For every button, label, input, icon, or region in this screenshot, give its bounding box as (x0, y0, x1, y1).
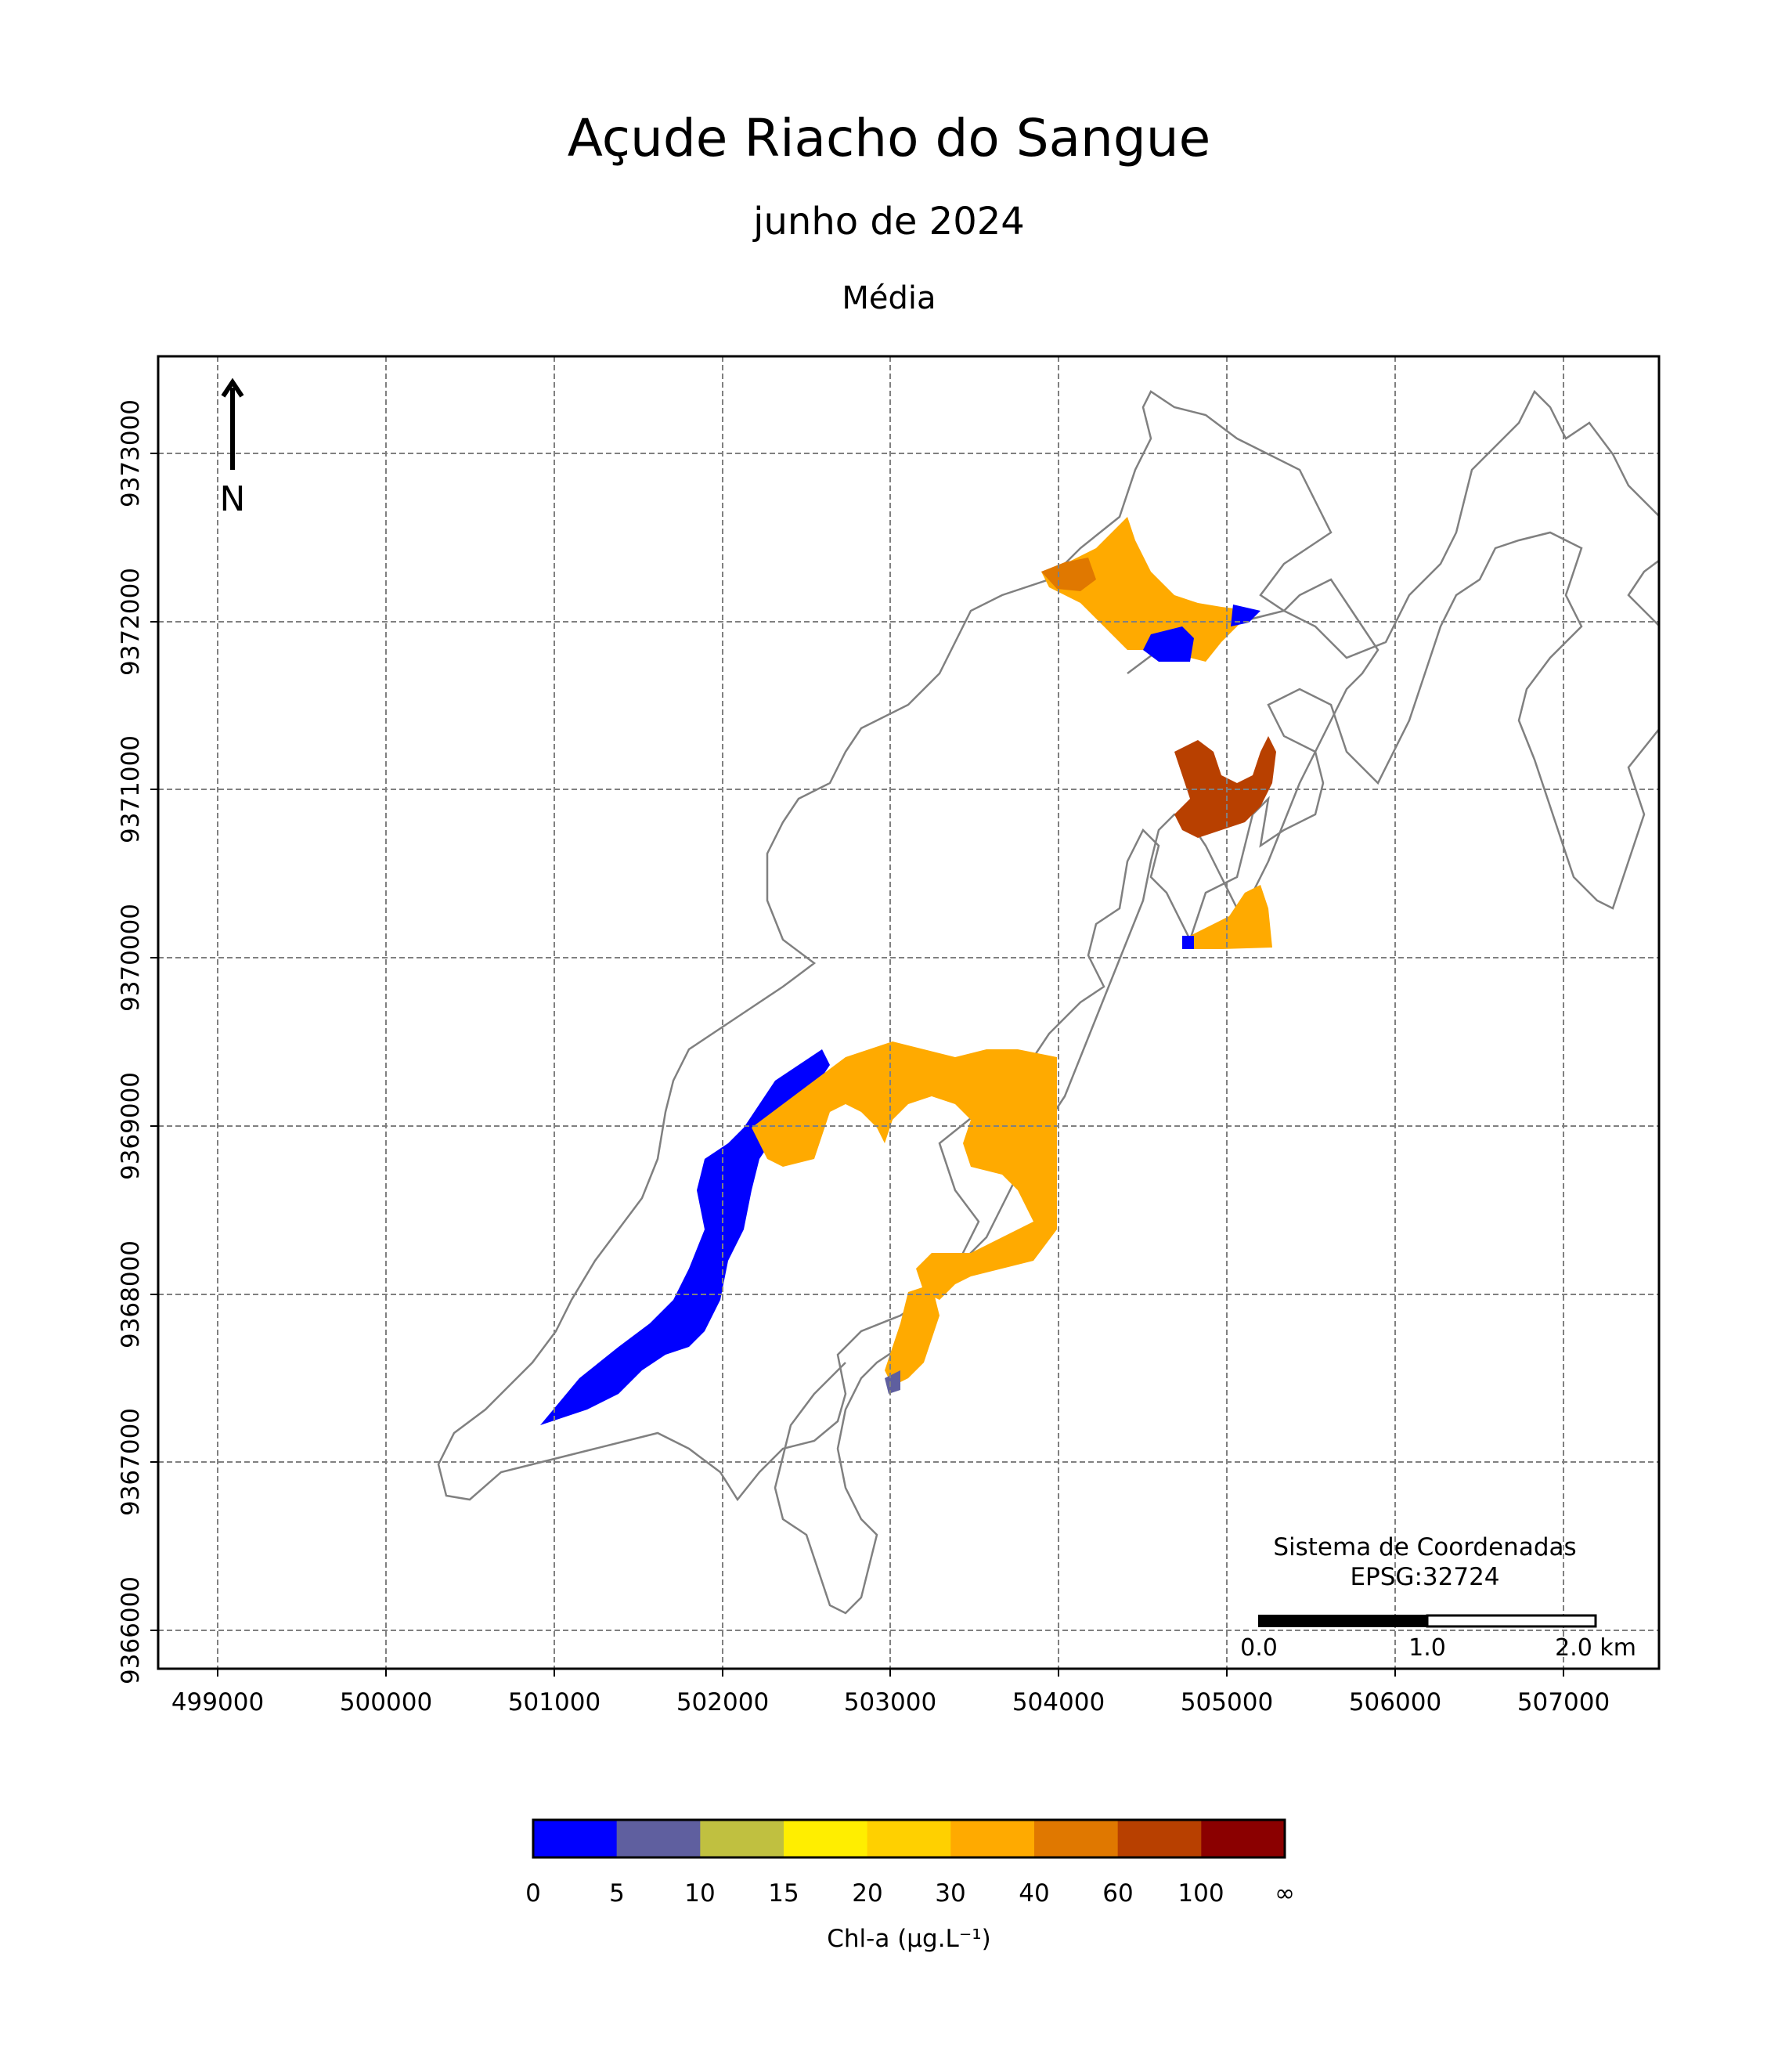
colorbar-swatch (1034, 1820, 1119, 1857)
y-axis: 9366000 9367000 9368000 9369000 9370000 … (117, 399, 158, 1684)
map-title: Açude Riacho do Sangue (567, 108, 1211, 168)
crs-line-1: Sistema de Coordenadas (1273, 1533, 1576, 1561)
colorbar-frame (532, 1818, 1286, 1859)
grid (158, 356, 1659, 1669)
colorbar-tick-label: 10 (684, 1879, 715, 1908)
colorbar-tick-label: 30 (935, 1879, 965, 1908)
map-subtitle: junho de 2024 (753, 200, 1025, 244)
chl-zone-northeast (1174, 736, 1276, 838)
north-arrow: N (220, 377, 246, 519)
colorbar-tick-label: ∞ (1275, 1879, 1295, 1908)
chl-zone-north-blue1 (1143, 626, 1194, 662)
x-tick-label: 505000 (1181, 1688, 1273, 1716)
statistic-title: Média (842, 280, 936, 316)
colorbar-tick-label: 40 (1019, 1879, 1049, 1908)
colorbar-swatch (950, 1820, 1035, 1857)
colorbar-swatch (533, 1820, 618, 1857)
y-tick-label: 9369000 (117, 1072, 145, 1180)
colorbar-tick-label: 60 (1102, 1879, 1133, 1908)
scale-bar-segment-1 (1258, 1615, 1428, 1627)
scale-label: 2.0 km (1555, 1634, 1636, 1662)
colorbar-swatch (700, 1820, 784, 1857)
x-tick-label: 500000 (340, 1688, 432, 1716)
crs-note: Sistema de Coordenadas EPSG:32724 (1273, 1533, 1576, 1591)
chl-zone-east-blue (1182, 936, 1194, 949)
chl-zone-central (752, 1041, 1057, 1300)
x-tick-label: 504000 (1012, 1688, 1105, 1716)
x-tick-label: 501000 (508, 1688, 600, 1716)
y-tick-label: 9373000 (117, 399, 145, 507)
colorbar-swatch (1117, 1820, 1202, 1857)
colorbar: 0 5 10 15 20 30 40 60 100 ∞ Chl-a (μg.L⁻… (525, 1818, 1295, 1953)
colorbar-tick-label: 0 (525, 1879, 541, 1908)
chl-zone-north-brown (1041, 558, 1096, 591)
x-tick-label: 499000 (171, 1688, 264, 1716)
y-tick-label: 9368000 (117, 1240, 145, 1348)
crs-line-2: EPSG:32724 (1350, 1563, 1499, 1591)
colorbar-swatch (867, 1820, 951, 1857)
y-tick-label: 9366000 (117, 1576, 145, 1684)
y-tick-label: 9370000 (117, 904, 145, 1012)
colorbar-swatch (616, 1820, 701, 1857)
x-tick-label: 502000 (676, 1688, 769, 1716)
colorbar-label: Chl-a (μg.L⁻¹) (827, 1925, 990, 1953)
chl-zone-north (1041, 517, 1253, 662)
north-arrow-label: N (220, 479, 246, 519)
chl-zone-east (1182, 885, 1272, 949)
chl-zone-central-south-blue (885, 1370, 900, 1394)
chl-zone-north-blue2 (1231, 605, 1260, 626)
colorbar-swatches (533, 1820, 1286, 1857)
colorbar-swatch (784, 1820, 868, 1857)
x-tick-label: 503000 (844, 1688, 936, 1716)
x-axis: 499000 500000 501000 502000 503000 50400… (171, 1669, 1610, 1716)
scale-bar-segment-2 (1426, 1614, 1597, 1628)
y-tick-label: 9367000 (117, 1408, 145, 1516)
map-area (437, 389, 1659, 1615)
chl-zone-southwest (540, 1049, 830, 1425)
scale-label: 0.0 (1240, 1634, 1278, 1662)
colorbar-tick-label: 15 (768, 1879, 799, 1908)
colorbar-tick-label: 100 (1178, 1879, 1224, 1908)
colorbar-swatch (1201, 1820, 1286, 1857)
x-tick-label: 506000 (1349, 1688, 1441, 1716)
scale-bar: 0.0 1.0 2.0 km (1240, 1614, 1636, 1662)
colorbar-tick-label: 20 (852, 1879, 882, 1908)
chl-zone-central-south (885, 1284, 939, 1386)
y-tick-label: 9371000 (117, 735, 145, 843)
colorbar-tick-label: 5 (609, 1879, 625, 1908)
reservoir-outline (437, 389, 1659, 1502)
y-tick-label: 9372000 (117, 568, 145, 676)
scale-label: 1.0 (1408, 1634, 1446, 1662)
x-tick-label: 507000 (1517, 1688, 1610, 1716)
map-frame (157, 355, 1661, 1670)
